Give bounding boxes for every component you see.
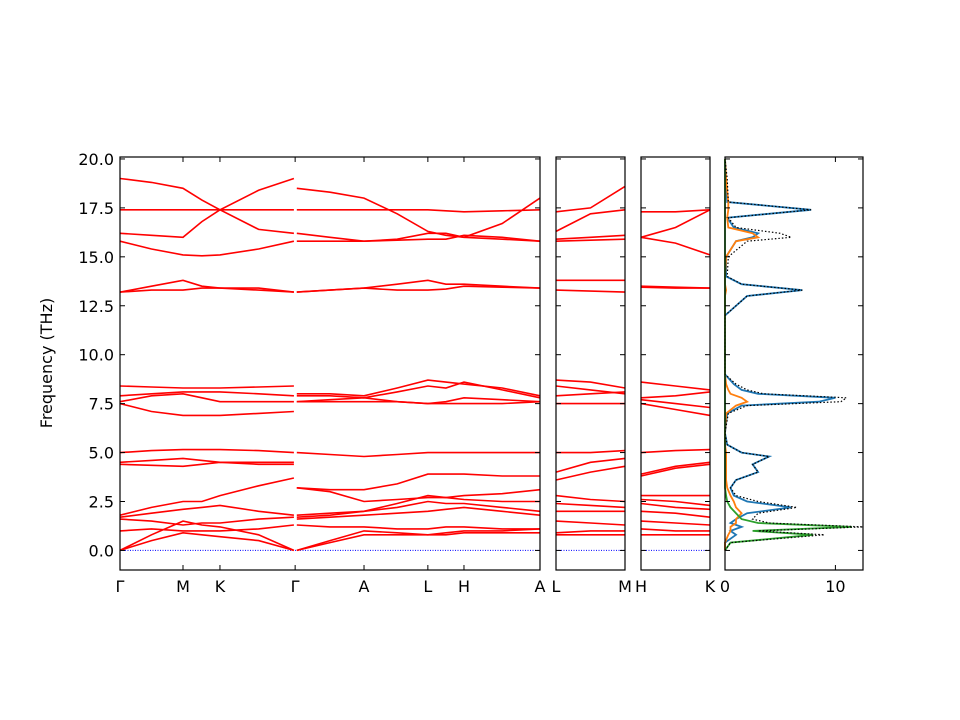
- band-line: [555, 494, 626, 503]
- band-line: [640, 391, 711, 399]
- band-line: [119, 457, 540, 491]
- panel-frame: [640, 156, 711, 571]
- band-line: [119, 531, 540, 552]
- band-line: [556, 449, 626, 454]
- dos-line: [724, 159, 853, 551]
- band-line: [555, 238, 626, 242]
- y-tick-label: 7.5: [89, 395, 114, 414]
- band-line: [119, 400, 541, 417]
- band-line: [555, 465, 626, 481]
- y-tick-label: 2.5: [89, 492, 114, 511]
- y-tick-label: 20.0: [78, 150, 114, 169]
- x-tick-label: A: [359, 577, 370, 596]
- y-axis-label: Frequency (THz): [37, 298, 56, 428]
- band-line: [640, 398, 711, 409]
- band-line: [555, 457, 626, 473]
- band-line: [640, 498, 711, 507]
- band-line: [640, 463, 711, 477]
- band-line: [119, 234, 541, 257]
- panel-frame: [724, 156, 864, 571]
- x-tick-label: L: [423, 577, 432, 596]
- dos-line: [724, 158, 836, 551]
- band-line: [119, 177, 541, 239]
- band-line: [640, 209, 711, 239]
- x-tick-label: 10: [825, 577, 845, 596]
- y-tick-label: 12.5: [78, 297, 114, 316]
- band-line: [640, 381, 711, 391]
- band-line: [119, 381, 541, 399]
- x-tick-label: M: [176, 577, 190, 596]
- x-tick-label: M: [618, 577, 632, 596]
- band-line: [119, 506, 541, 526]
- band-line: [555, 234, 626, 240]
- band-line: [640, 510, 711, 518]
- x-tick-label: H: [458, 577, 470, 596]
- band-line: [555, 379, 626, 389]
- band-line: [640, 286, 710, 289]
- band-line: [640, 461, 711, 475]
- x-tick-label: Γ: [291, 577, 300, 596]
- band-line: [555, 530, 625, 534]
- band-line: [119, 477, 540, 516]
- band-line: [640, 520, 711, 526]
- band-line: [555, 289, 626, 293]
- band-line: [555, 209, 626, 233]
- band-line: [119, 208, 541, 243]
- x-tick-label: L: [552, 577, 561, 596]
- band-line: [640, 502, 711, 511]
- band-line: [555, 391, 626, 397]
- y-tick-label: 15.0: [78, 248, 114, 267]
- x-tick-label: H: [635, 577, 647, 596]
- band-line: [120, 209, 541, 213]
- band-line: [555, 185, 626, 213]
- dos-line: [724, 158, 864, 551]
- band-line: [555, 520, 626, 526]
- panel-frame: [119, 156, 541, 571]
- dos-line: [724, 158, 761, 551]
- band-line: [640, 448, 711, 454]
- x-tick-label: Γ: [116, 577, 125, 596]
- band-line: [119, 461, 541, 503]
- panel-frame: [555, 156, 626, 571]
- band-line: [640, 402, 711, 417]
- band-line: [640, 528, 710, 532]
- band-line: [641, 209, 711, 213]
- x-tick-label: K: [215, 577, 226, 596]
- band-line: [119, 524, 540, 532]
- x-tick-label: K: [705, 577, 716, 596]
- x-tick-label: 0: [720, 577, 730, 596]
- band-line: [555, 502, 626, 509]
- band-line: [119, 285, 541, 293]
- y-tick-label: 10.0: [78, 346, 114, 365]
- y-tick-label: 5.0: [89, 444, 114, 463]
- y-tick-label: 0.0: [89, 541, 114, 560]
- band-line: [119, 448, 540, 458]
- band-line: [119, 500, 541, 518]
- x-tick-label: A: [535, 577, 546, 596]
- band-line: [640, 236, 711, 256]
- y-tick-label: 17.5: [78, 199, 114, 218]
